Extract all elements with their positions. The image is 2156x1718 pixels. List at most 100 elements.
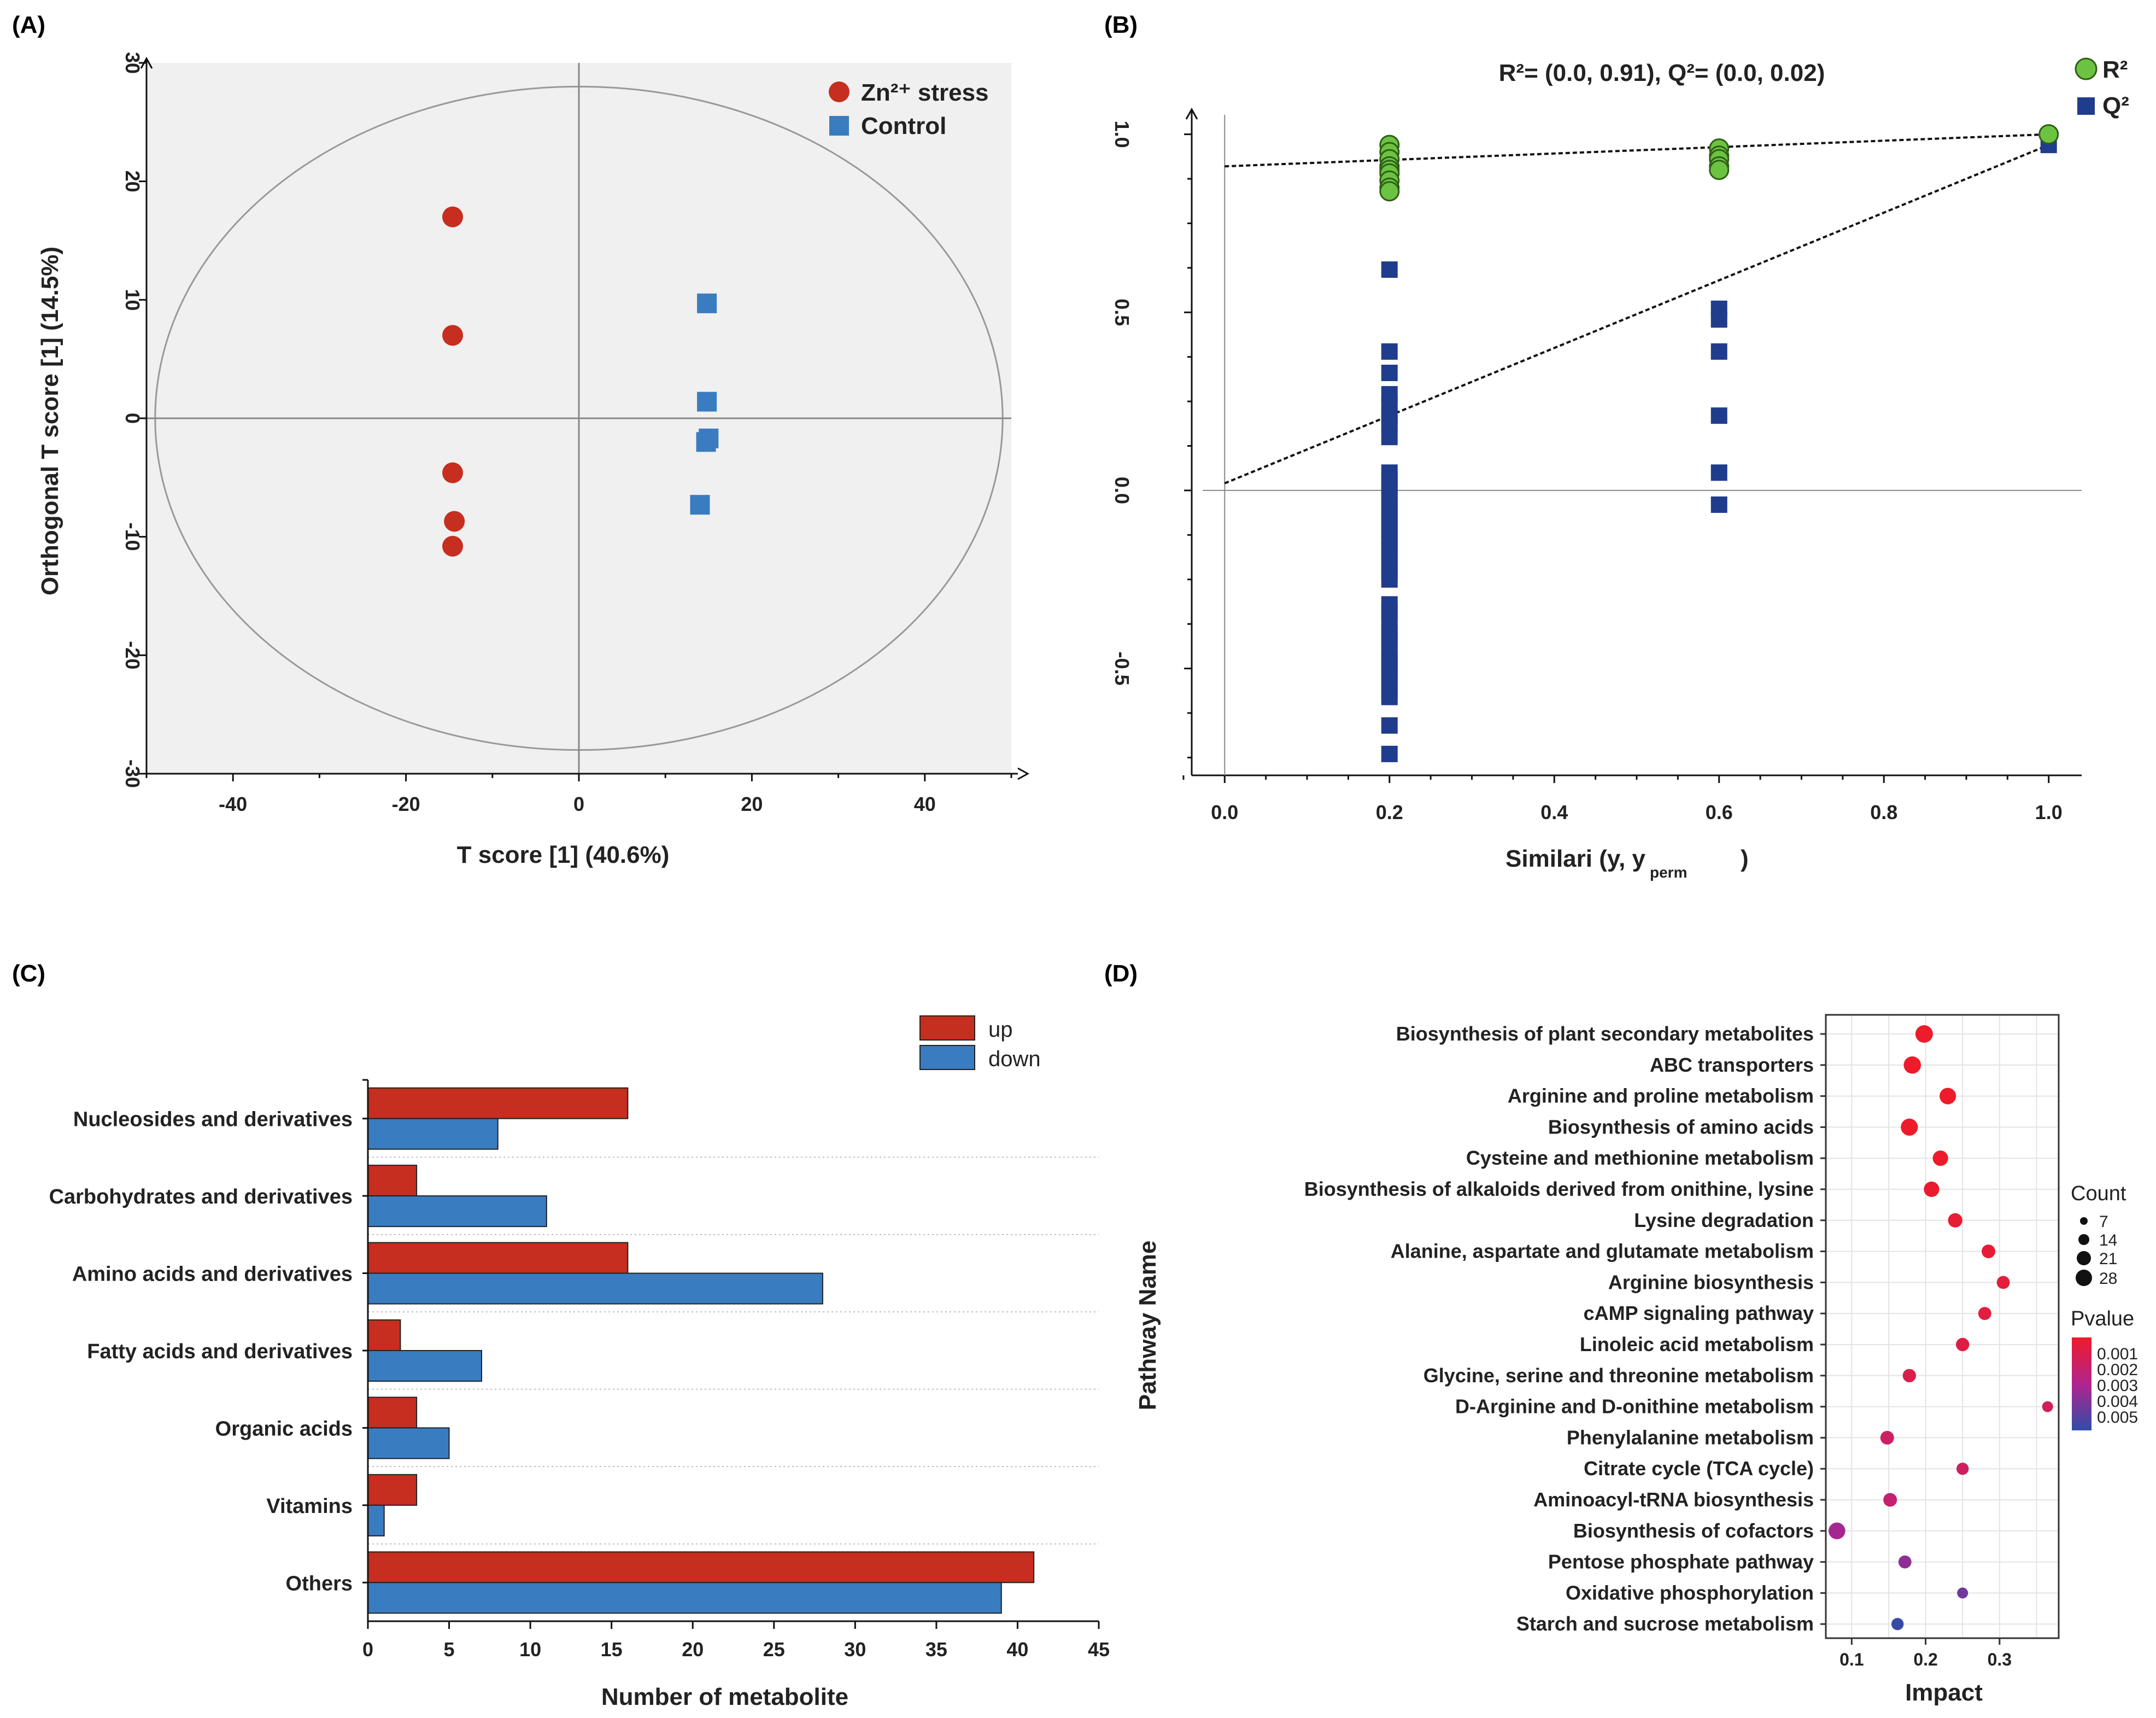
bubble-biosynthesis-of-amino-acids (1901, 1118, 1918, 1136)
category-label-nucleosides-and-derivatives: Nucleosides and derivatives (73, 1108, 353, 1131)
bar-up-fatty-acids-and-derivatives (367, 1319, 401, 1351)
x-tick-label: 5 (444, 1638, 455, 1661)
panel-d-ylabel: Pathway Name (1134, 1241, 1161, 1411)
legend-r2-label: R² (2102, 56, 2128, 83)
category-label-fatty-acids-and-derivatives: Fatty acids and derivatives (87, 1340, 353, 1363)
bubble-biosynthesis-of-plant-secondary-metabolites (1915, 1025, 1933, 1043)
pathway-label-d-arginine-and-d-onithine-metabolism: D-Arginine and D-onithine metabolism (1455, 1395, 1814, 1418)
y-tick-label: -30 (121, 759, 144, 788)
bubble-pentose-phosphate-pathway (1898, 1555, 1912, 1569)
pathway-label-linoleic-acid-metabolism: Linoleic acid metabolism (1580, 1333, 1814, 1355)
panel-d-pvalue-legend: Pvalue 0.001 0.002 0.003 0.004 0.005 (2071, 1307, 2138, 1430)
panel-c: (C) up down Nucleosides and derivatives C… (12, 960, 1110, 1710)
pathway-label-alanine-aspartate-and-glutamate-metabolism: Alanine, aspartate and glutamate metabol… (1391, 1240, 1814, 1263)
panel-a-label: (A) (12, 11, 45, 38)
x-tick-label: 10 (519, 1638, 541, 1661)
pathway-label-arginine-and-proline-metabolism: Arginine and proline metabolism (1508, 1085, 1814, 1107)
bubble-aminoacyl-trna-biosynthesis (1883, 1493, 1897, 1507)
legend-down-label: down (988, 1047, 1041, 1071)
x-tick-label: 0.3 (1988, 1650, 2012, 1669)
panel-a-chart: -40 -20 0 20 40 -30 -20 -10 0 10 20 30 (121, 52, 1030, 815)
panel-a-ylabel: Orthogonal T score [1] (14.5%) (37, 247, 63, 595)
bar-up-others (367, 1551, 1035, 1583)
bubble-phenylalanine-metabolism (1880, 1430, 1894, 1445)
count-legend-label-14: 14 (2099, 1231, 2117, 1249)
bubble-linoleic-acid-metabolism (1955, 1337, 1970, 1352)
q2-point (1710, 343, 1727, 360)
q2-point (1381, 261, 1398, 278)
y-axis-arrow (1185, 107, 1198, 120)
x-tick-label: 20 (682, 1638, 704, 1661)
q2-point (1381, 571, 1398, 588)
trend-line-q (1224, 144, 2049, 484)
panel-b-legend: R² Q² (2075, 56, 2129, 119)
panel-b-xlabel-sub: perm (1650, 864, 1687, 881)
x-tick-label: 0.1 (1839, 1650, 1864, 1669)
bubble-cysteine-and-methionine-metabolism (1932, 1150, 1948, 1166)
bar-down-fatty-acids-and-derivatives (367, 1350, 482, 1382)
x-tick-label: -40 (219, 793, 247, 815)
panel-d-plot-area (1825, 1014, 2060, 1639)
x-tick-label: 0.8 (1870, 801, 1897, 823)
category-label-carbohydrates-and-derivatives: Carbohydrates and derivatives (49, 1185, 353, 1208)
pathway-label-biosynthesis-of-alkaloids-derived-from-onithine-lysine: Biosynthesis of alkaloids derived from o… (1304, 1178, 1814, 1200)
x-tick-label: 40 (914, 793, 936, 815)
pvalue-tick-2: 0.002 (2097, 1361, 2138, 1379)
count-legend-label-7: 7 (2099, 1213, 2108, 1231)
q2-point (1710, 311, 1727, 328)
bubble-abc-transporters (1903, 1056, 1921, 1074)
panel-b-title: R²= (0.0, 0.91), Q²= (0.0, 0.02) (1499, 60, 1825, 86)
bubble-starch-and-sucrose-metabolism (1891, 1618, 1904, 1631)
y-tick-label: 30 (121, 52, 144, 74)
y-tick-label: 0 (121, 413, 144, 424)
bar-down-others (367, 1582, 1002, 1614)
bubble-biosynthesis-of-cofactors (1828, 1522, 1846, 1540)
legend-r2-marker (2075, 57, 2098, 80)
bar-up-nucleosides-and-derivatives (367, 1087, 629, 1119)
pvalue-tick-3: 0.003 (2097, 1377, 2138, 1395)
pvalue-tick-1: 0.001 (2097, 1345, 2138, 1363)
control-point (697, 293, 717, 313)
y-tick-label: 0.0 (1111, 477, 1133, 504)
panel-c-label: (C) (12, 960, 45, 987)
q2-point (1710, 407, 1727, 424)
pvalue-tick-4: 0.004 (2097, 1393, 2138, 1411)
bar-down-organic-acids (367, 1427, 450, 1459)
bubble-oxidative-phosphorylation (1957, 1587, 1968, 1599)
panel-d-label: (D) (1104, 960, 1138, 987)
bubble-alanine-aspartate-and-glutamate-metabolism (1982, 1244, 1996, 1259)
r2-point (1709, 160, 1730, 180)
legend-q2-label: Q² (2102, 92, 2129, 119)
r2-point (1379, 181, 1400, 202)
count-legend-label-21: 21 (2099, 1250, 2117, 1268)
bar-down-vitamins (367, 1504, 385, 1536)
x-tick-label: 20 (741, 793, 763, 815)
bubble-arginine-biosynthesis (1996, 1276, 2010, 1289)
panel-c-chart: Nucleosides and derivatives Carbohydrates… (49, 1079, 1110, 1661)
pathway-label-starch-and-sucrose-metabolism: Starch and sucrose metabolism (1516, 1612, 1814, 1635)
x-tick-label: 35 (925, 1638, 947, 1661)
legend-control-label: Control (861, 113, 946, 139)
y-tick-label: -10 (121, 523, 144, 551)
panel-d: (D) Biosynthesis of plant secondary meta… (1104, 960, 2138, 1706)
pathway-label-arginine-biosynthesis: Arginine biosynthesis (1608, 1271, 1814, 1293)
panel-c-legend: up down (919, 1015, 1041, 1071)
legend-up-label: up (988, 1018, 1013, 1042)
zn-stress-point (444, 511, 465, 532)
q2-point (1710, 496, 1727, 513)
count-legend-dot-28 (2076, 1270, 2092, 1286)
x-tick-label: 1.0 (2035, 801, 2063, 823)
control-point (690, 495, 710, 515)
y-tick-label: -0.5 (1111, 652, 1133, 686)
pvalue-tick-5: 0.005 (2097, 1409, 2138, 1427)
panel-d-count-legend: Count 7 14 21 28 (2071, 1182, 2126, 1288)
pathway-label-citrate-cycle-tca-cycle: Citrate cycle (TCA cycle) (1584, 1457, 1814, 1480)
bubble-arginine-and-proline-metabolism (1940, 1088, 1956, 1105)
panel-a-legend: Zn²⁺ stress Control (829, 79, 989, 139)
bar-up-carbohydrates-and-derivatives (367, 1165, 418, 1197)
count-legend-title: Count (2071, 1182, 2126, 1205)
panel-b-xlabel-end: ) (1741, 845, 1749, 872)
pathway-label-biosynthesis-of-cofactors: Biosynthesis of cofactors (1573, 1520, 1814, 1542)
q2-point (1381, 414, 1398, 431)
